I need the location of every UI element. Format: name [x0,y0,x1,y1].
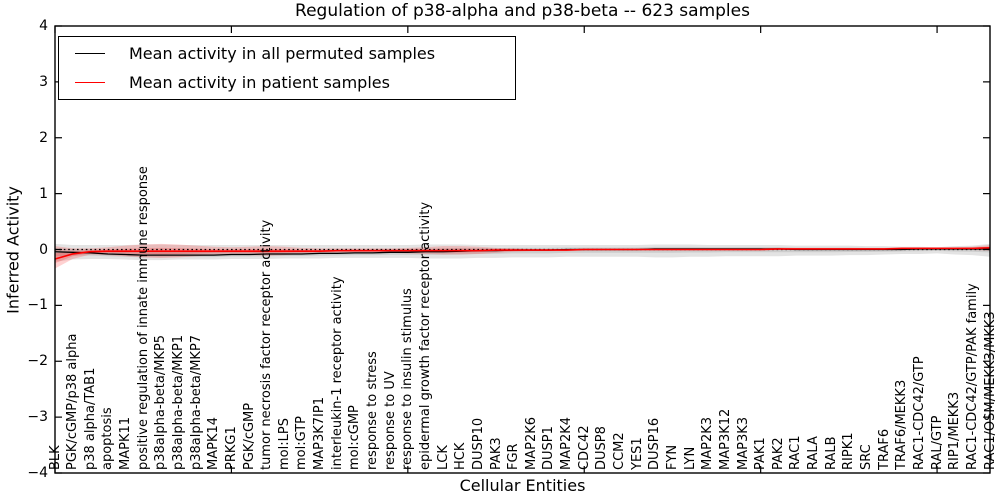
x-tick-label: positive regulation of innate immune res… [135,166,151,470]
y-tick-label: 4 [39,18,48,34]
x-tick-label: LCK [435,445,451,470]
y-tick-label: 0 [39,241,48,258]
x-tick-label: CCM2 [612,432,628,470]
legend-label-patient: Mean activity in patient samples [129,73,390,92]
x-tick-label: MAP3K12 [717,408,733,470]
y-tick-label: −1 [27,297,48,314]
permuted-line-sample-icon [75,53,105,54]
x-tick-label: apoptosis [100,407,116,470]
x-tick-label: PGK/cGMP [241,402,257,470]
x-tick-label: MAP2K4 [559,416,575,470]
x-tick-label: PAK2 [770,437,786,470]
chart-title: Regulation of p38-alpha and p38-beta -- … [295,1,750,21]
x-tick-label: FGR [506,443,522,470]
x-tick-label: RAC1 [788,435,804,470]
x-tick-label: p38alpha-beta/MKP7 [188,334,204,470]
x-tick-label: MAP3K3 [735,416,751,470]
x-tick-label: PAK3 [488,437,504,470]
x-tick-label: CDC42 [576,425,592,470]
x-tick-label: FYN [664,444,680,470]
x-tick-label: RAC1/OSM/MEKK3/MKK3 [982,311,998,470]
x-tick-label: MAP2K6 [523,416,539,470]
x-axis-label: Cellular Entities [459,476,586,495]
x-tick-label: DUSP16 [647,417,663,470]
x-tick-label: RALA [806,436,822,470]
x-tick-label: MAPK11 [118,416,134,470]
x-tick-label: DUSP8 [594,426,610,470]
y-tick-label: −3 [27,409,48,426]
x-tick-label: PRKG1 [223,426,239,470]
x-tick-label: response to insulin stimulus [400,288,416,470]
x-tick-label: PGK/cGMP/p38 alpha [65,333,81,470]
x-tick-label: TRAF6/MEKK3 [894,379,910,470]
y-tick-label: 2 [39,129,48,146]
x-tick-label: RALB [823,436,839,470]
x-tick-label: DUSP1 [541,426,557,470]
x-tick-label: MAPK14 [206,416,222,470]
x-tick-label: RAC1-CDC42/GTP/PAK family [964,283,980,470]
x-tick-label: TRAF6 [876,428,892,470]
x-tick-label: RIP1/MEKK3 [947,391,963,470]
x-tick-label: MAP3K7IP1 [312,397,328,470]
x-tick-label: p38alpha-beta/MKP1 [170,334,186,470]
x-tick-label: mol:cGMP [347,405,363,470]
x-tick-label: p38alpha-beta/MKP5 [153,334,169,470]
patient-line-sample-icon [75,82,105,83]
x-tick-label: SRC [859,444,874,470]
x-tick-label: PAK1 [753,437,769,470]
y-tick-label: −2 [27,353,48,370]
legend: Mean activity in all permuted samples Me… [58,36,516,100]
legend-entry-permuted: Mean activity in all permuted samples [59,41,515,67]
x-tick-label: epidermal growth factor receptor activit… [417,201,433,470]
x-tick-label: response to stress [365,351,381,470]
x-tick-label: LYN [682,446,698,470]
x-tick-label: HCK [453,442,469,470]
y-tick-label: −4 [27,465,48,481]
x-tick-label: MAP2K3 [700,416,716,470]
legend-label-permuted: Mean activity in all permuted samples [129,44,436,63]
x-tick-label: interleukin-1 receptor activity [329,276,345,470]
y-tick-label: 1 [39,185,48,202]
legend-entry-patient: Mean activity in patient samples [59,70,515,96]
x-tick-label: BLK [47,445,63,470]
x-tick-label: mol:LPS [276,418,292,470]
x-tick-label: RAC1-CDC42/GTP [911,356,927,470]
patient-mean-line [54,247,991,260]
x-tick-label: RAL/GTP [929,415,945,470]
x-tick-label: response to UV [382,371,398,470]
x-tick-label: RIPK1 [841,432,857,470]
y-tick-label: 3 [39,73,48,90]
x-tick-label: DUSP10 [470,417,486,470]
x-tick-label: mol:GTP [294,416,310,470]
x-tick-label: tumor necrosis factor receptor activity [259,219,275,470]
x-tick-label: p38 alpha/TAB1 [82,367,98,470]
x-tick-label: YES1 [629,437,645,470]
